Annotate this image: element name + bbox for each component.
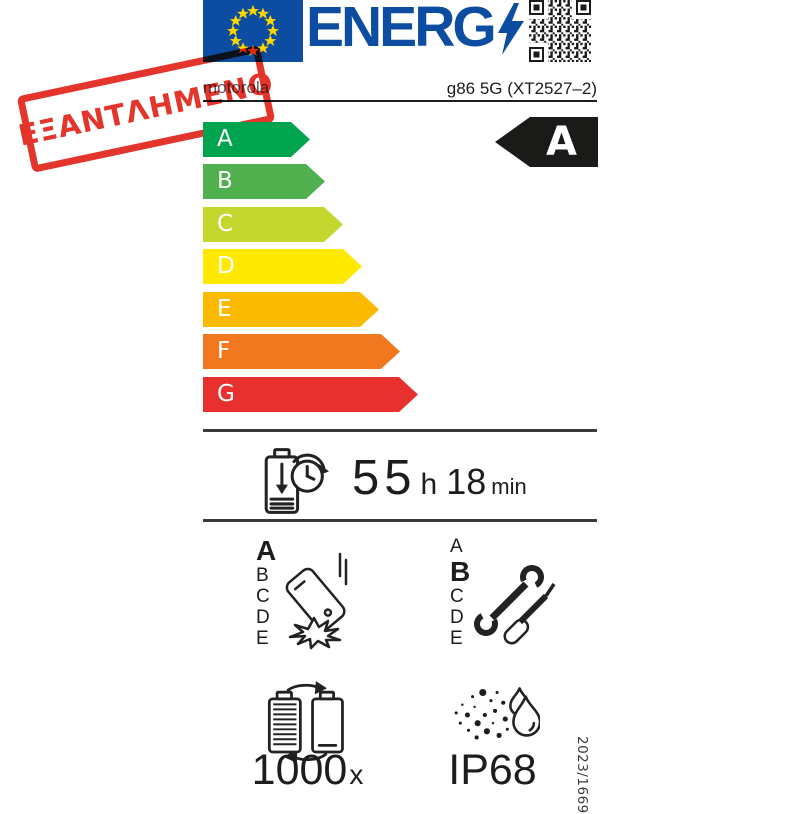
- scale-letter: D: [450, 607, 464, 628]
- battery-life-hours: 55: [352, 451, 417, 505]
- grade-bar-e: E: [203, 292, 379, 327]
- cycles-number: 1000: [251, 746, 348, 794]
- wrench-screwdriver-icon: [474, 565, 556, 645]
- divider: [203, 519, 597, 522]
- scale-letter: B: [256, 565, 269, 586]
- divider: [203, 429, 597, 432]
- grade-letter: B: [217, 168, 233, 194]
- regulation-number: 2023/1669: [574, 736, 590, 814]
- model-identifier: g86 5G (XT2527–2): [446, 79, 597, 98]
- grade-letter: C: [217, 211, 234, 237]
- ip-rating: IP68: [448, 746, 537, 794]
- battery-cycles-icon: [267, 681, 344, 762]
- grade-letter: D: [217, 253, 235, 279]
- battery-life-minutes: 18: [446, 461, 487, 502]
- hours-unit: h: [420, 468, 438, 501]
- cycles-unit: x: [349, 759, 364, 790]
- scale-letter: C: [450, 586, 464, 607]
- battery-cycles-value: 1000x: [250, 746, 365, 795]
- scale-letter: D: [256, 607, 270, 628]
- header-rule: [203, 100, 597, 102]
- battery-life-value: 55 h 18 min: [352, 450, 527, 506]
- scale-letter: A: [256, 535, 277, 566]
- lightning-bolt-icon: [497, 3, 524, 55]
- qr-code: [529, 0, 591, 62]
- grade-bar-f: F: [203, 334, 400, 369]
- minutes-unit: min: [491, 474, 527, 499]
- scale-letter: E: [450, 628, 463, 649]
- scale-letter: E: [256, 628, 269, 649]
- grade-bar-b: B: [203, 164, 325, 199]
- scale-letter: C: [256, 586, 270, 607]
- dust-water-icon: [454, 687, 540, 740]
- battery-clock-icon: [264, 448, 329, 514]
- grade-letter: G: [217, 381, 235, 407]
- energy-rating-letter: A: [546, 119, 577, 165]
- grade-bar-d: D: [203, 249, 362, 284]
- grade-bar-g: G: [203, 377, 418, 412]
- energy-logo: ENERG: [306, 0, 526, 60]
- grade-bar-a: A: [203, 122, 310, 157]
- drop-resistance-scale: A B C D E: [256, 536, 276, 649]
- brand-name: motorola: [203, 78, 270, 97]
- scale-letter: B: [450, 556, 471, 587]
- repairability-scale: A B C D E: [450, 536, 470, 649]
- grade-letter: E: [217, 296, 232, 322]
- energy-logo-text: ENERG: [306, 0, 497, 59]
- european-union-flag-icon: [203, 0, 303, 62]
- energy-rating-arrow: A: [495, 117, 598, 167]
- scale-letter: A: [450, 536, 463, 557]
- falling-phone-icon: [285, 552, 348, 650]
- grade-bar-c: C: [203, 207, 343, 242]
- grade-letter: A: [217, 126, 233, 152]
- grade-letter: F: [217, 338, 231, 364]
